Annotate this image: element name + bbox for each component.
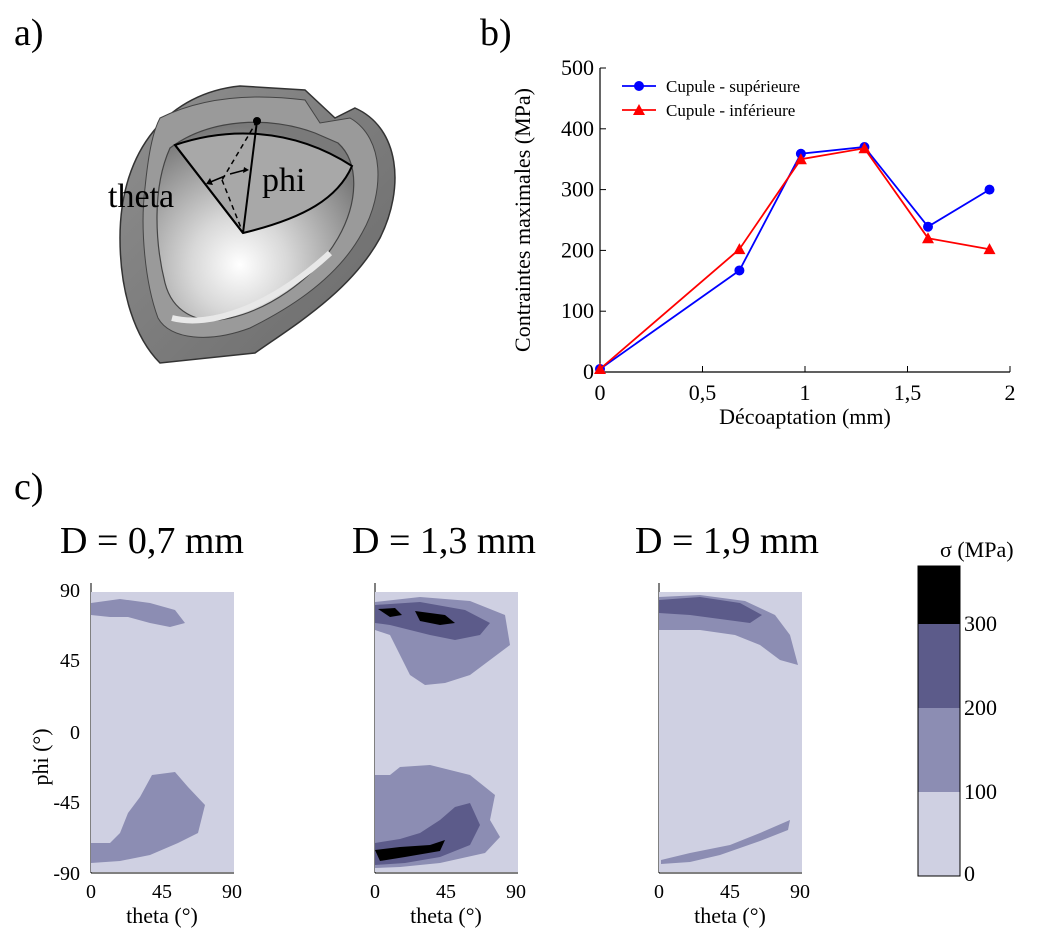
- colorbar-band-0-100: [918, 792, 960, 876]
- map-title-1: D = 0,7 mm: [60, 520, 244, 562]
- colorbar-tick: 200: [964, 695, 997, 720]
- map-title-3: D = 1,9 mm: [635, 520, 819, 562]
- map-xlabel: theta (°): [694, 903, 766, 928]
- series-line-1: [599, 146, 990, 370]
- colorbar: σ (MPa) 300 200 100 0: [917, 537, 1014, 886]
- stress-map-1: 0 45 90 theta (°): [86, 583, 242, 928]
- map-ytick: -45: [53, 792, 80, 814]
- series-1-point: [734, 265, 745, 276]
- maps-ylabel: phi (°): [28, 728, 53, 785]
- stress-map-2: 0 45 90 theta (°): [370, 583, 526, 928]
- map-xlabel: theta (°): [126, 903, 198, 928]
- series-2-point: [983, 243, 996, 255]
- x-tick-label: 0,5: [689, 380, 717, 405]
- panel-a-label: a): [14, 12, 44, 54]
- map-xtick: 45: [152, 881, 172, 903]
- map-ytick: -90: [53, 863, 80, 885]
- y-tick-label: 300: [561, 177, 594, 202]
- legend-label-2: Cupule - inférieure: [666, 101, 795, 120]
- phi-sector: [173, 132, 354, 235]
- legend-label-1: Cupule - supérieure: [666, 77, 800, 96]
- series-2-point: [794, 153, 807, 165]
- x-axis-label: Décoaptation (mm): [719, 404, 891, 429]
- colorbar-tick: 300: [964, 611, 997, 636]
- x-tick-label: 2: [1005, 380, 1016, 405]
- map-xtick: 45: [436, 881, 456, 903]
- y-tick-label: 0: [583, 359, 594, 384]
- y-tick-label: 500: [561, 55, 594, 80]
- stress-map-3: 0 45 90 theta (°): [654, 583, 810, 928]
- colorbar-band-200-300: [918, 624, 960, 708]
- line-chart: 0 100 200 300 400 500 0 0,5 1 1,5 2 Décoaptation (m…: [510, 55, 1016, 429]
- series-1-point: [923, 221, 933, 232]
- map-xtick: 45: [720, 881, 740, 903]
- x-tick-label: 0: [595, 380, 606, 405]
- y-tick-label: 400: [561, 116, 594, 141]
- map-xtick: 0: [370, 881, 380, 903]
- panel-b-label: b): [480, 12, 512, 54]
- y-axis-label: Contraintes maximales (MPa): [510, 88, 535, 352]
- y-tick-label: 200: [561, 237, 594, 262]
- colorbar-tick: 0: [964, 861, 975, 886]
- legend-marker-1: [634, 81, 644, 91]
- x-tick-label: 1,5: [894, 380, 922, 405]
- map-title-2: D = 1,3 mm: [352, 520, 536, 562]
- map-ytick: 90: [60, 580, 80, 602]
- legend-marker-2: [633, 104, 645, 115]
- x-tick-label: 1: [800, 380, 811, 405]
- y-tick-label: 100: [561, 298, 594, 323]
- map-xlabel: theta (°): [410, 903, 482, 928]
- colorbar-band-300-plus: [918, 566, 960, 624]
- series-2-point: [858, 142, 871, 154]
- theta-annotation: theta: [108, 178, 175, 215]
- phi-annotation: phi: [262, 162, 306, 199]
- cup-illustration: [119, 85, 396, 364]
- series-2-point: [733, 243, 746, 255]
- series-1-point: [984, 184, 995, 195]
- map-xtick: 0: [86, 881, 96, 903]
- colorbar-band-100-200: [918, 708, 960, 792]
- colorbar-title: σ (MPa): [940, 537, 1014, 562]
- map-ytick: 0: [70, 722, 80, 744]
- map-xtick: 90: [506, 881, 526, 903]
- colorbar-tick: 100: [964, 779, 997, 804]
- map-xtick: 90: [790, 881, 810, 903]
- map-xtick: 90: [222, 881, 242, 903]
- stress-maps: phi (°) 90 45 0 -45 -90 0 45 90 theta (°…: [28, 580, 810, 928]
- panel-c-label: c): [14, 466, 44, 508]
- map-ytick: 45: [60, 650, 80, 672]
- series-2-point: [922, 232, 934, 244]
- map-xtick: 0: [654, 881, 664, 903]
- series-2-point: [594, 362, 606, 374]
- series-line-2: [599, 147, 990, 370]
